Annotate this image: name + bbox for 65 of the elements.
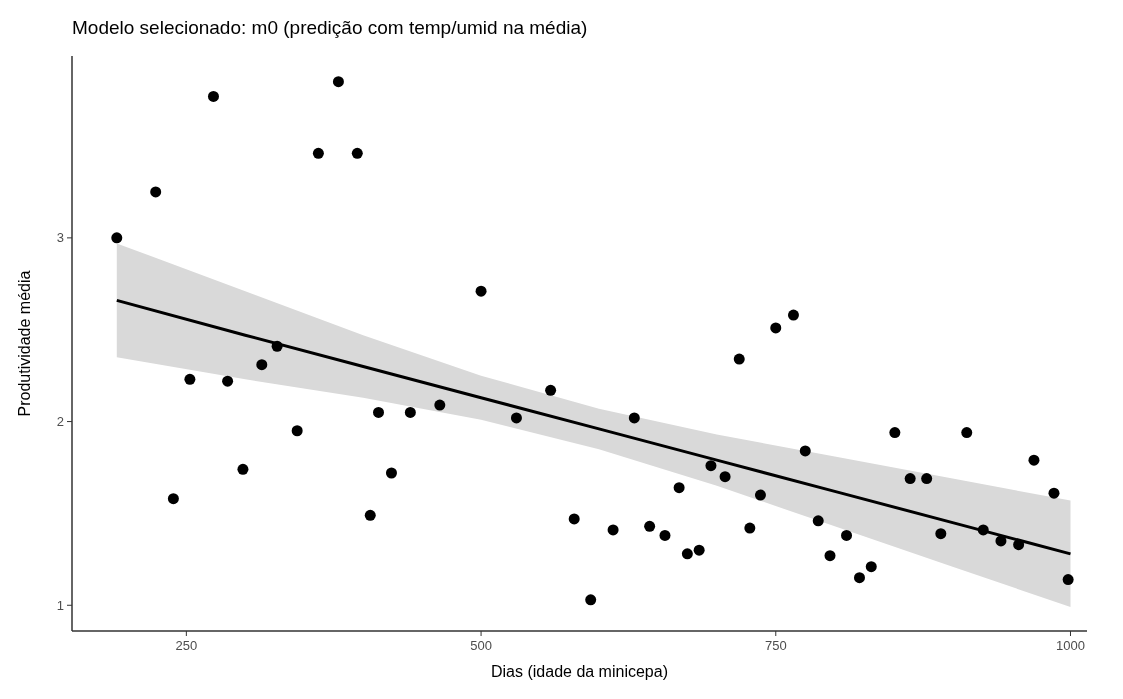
point	[237, 463, 249, 475]
point	[585, 594, 597, 606]
point	[1062, 574, 1074, 586]
point	[1048, 487, 1060, 499]
point	[659, 529, 671, 541]
x-tick-label: 250	[175, 638, 198, 653]
chart-title: Modelo selecionado: m0 (predição com temp/umid na média)	[72, 17, 588, 38]
point	[271, 340, 283, 352]
point	[841, 529, 853, 541]
point	[673, 482, 685, 494]
point	[1013, 539, 1025, 551]
point	[824, 550, 836, 562]
point	[545, 384, 557, 396]
point	[351, 147, 363, 159]
point	[961, 427, 973, 439]
point	[150, 186, 162, 198]
point	[812, 515, 824, 527]
point	[404, 406, 416, 418]
point	[754, 489, 766, 501]
point	[607, 524, 619, 536]
point	[787, 309, 799, 321]
point	[111, 232, 123, 244]
x-tick-label: 750	[764, 638, 787, 653]
point	[644, 520, 656, 532]
point	[705, 460, 717, 472]
point	[207, 90, 219, 102]
point	[921, 473, 933, 485]
y-tick-label: 1	[56, 597, 64, 613]
point	[681, 548, 693, 560]
point	[628, 412, 640, 424]
y-tick-label: 2	[56, 414, 64, 430]
point	[312, 147, 324, 159]
point	[693, 544, 705, 556]
point	[222, 375, 234, 387]
point	[977, 524, 989, 536]
y-axis-title: Produtividade média	[16, 270, 33, 417]
x-tick-label: 500	[470, 638, 492, 653]
point	[935, 528, 947, 540]
point	[385, 467, 397, 479]
point	[1028, 454, 1040, 466]
point	[889, 427, 901, 439]
y-tick-label: 3	[56, 230, 64, 246]
point	[256, 359, 268, 371]
point	[904, 473, 916, 485]
point	[475, 285, 487, 297]
point	[799, 445, 811, 457]
point	[291, 425, 303, 437]
point	[434, 399, 446, 411]
point	[733, 353, 745, 365]
x-axis-title: Dias (idade da minicepa)	[491, 663, 668, 680]
point	[853, 572, 865, 584]
point	[373, 406, 384, 418]
point	[332, 76, 344, 88]
point	[510, 412, 522, 424]
point	[719, 471, 731, 483]
line-series	[115, 298, 1072, 556]
point	[167, 493, 179, 505]
point	[865, 561, 877, 573]
point	[744, 522, 756, 534]
x-tick-label: 1000	[1056, 638, 1085, 653]
point	[995, 535, 1007, 547]
point	[364, 509, 376, 521]
point	[568, 513, 580, 525]
point	[184, 373, 196, 385]
point	[770, 322, 782, 334]
